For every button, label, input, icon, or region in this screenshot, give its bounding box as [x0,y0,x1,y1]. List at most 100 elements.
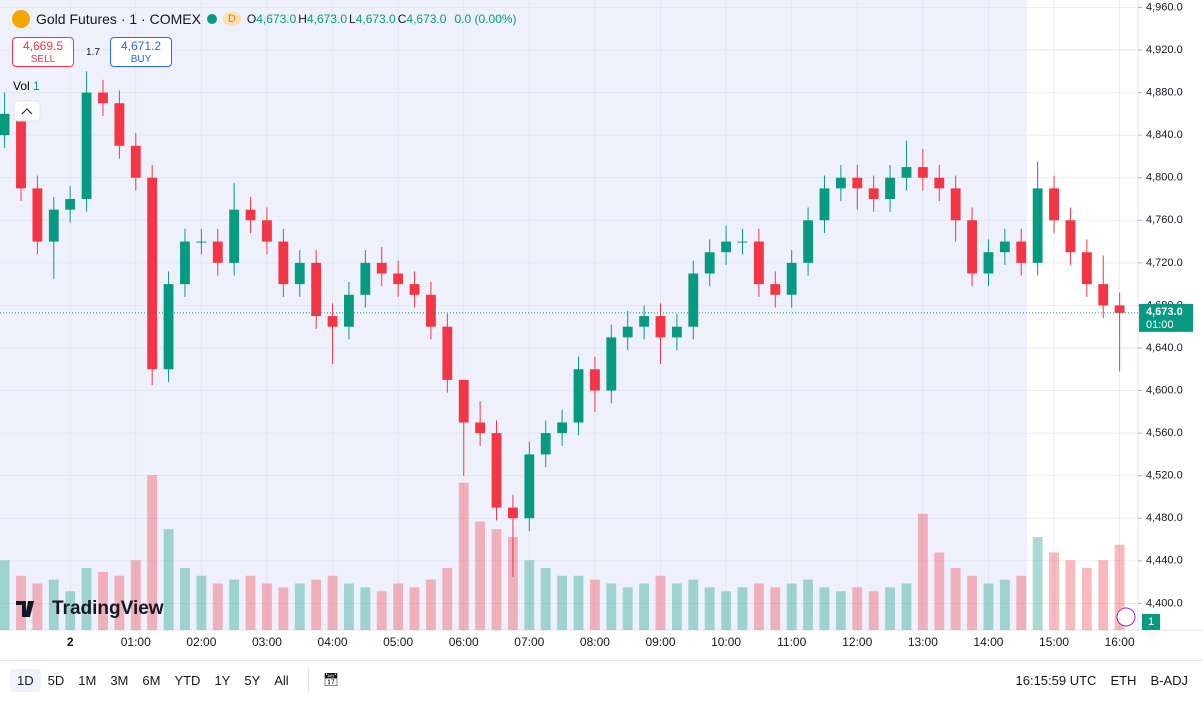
collapse-button[interactable] [13,100,41,122]
candle-body [885,177,895,200]
candle-body [442,326,453,380]
volume-bar [376,591,387,630]
session-toggle[interactable]: ETH [1110,672,1137,688]
candle-body [130,145,141,178]
collapse-icon [21,108,33,115]
candle-body [98,92,108,104]
x-tick-label: 16:00 [1105,635,1135,649]
ohlc: O4,673.0 H4,673.0 L4,673.0 C4,673.0 [247,12,449,26]
range-button[interactable]: 5D [47,672,65,688]
x-tick-label: 06:00 [449,635,479,649]
session-badge: D [222,12,241,26]
y-tick-label: 4,880.0 [1146,86,1183,98]
alert-icon[interactable] [1116,607,1136,627]
volume-bar [917,513,928,630]
candle-body [16,113,26,189]
volume-bar [557,575,568,630]
volume-bar [393,583,404,630]
candle-body [327,316,338,327]
date-range-icon[interactable]: 📅︎ [307,668,347,692]
sell-price: 4,669.5 [22,39,64,53]
volume-bar [704,587,715,630]
buy-button[interactable]: 4,671.2 BUY [110,37,172,67]
x-tick-label: 08:00 [580,635,610,649]
y-tick-label: 4,400.0 [1146,597,1183,609]
volume-bar [573,575,584,630]
buy-label: BUY [130,54,152,65]
volume-bar [786,583,797,630]
volume-bar [48,579,59,630]
candle-body [1032,188,1043,263]
candle-body [475,422,486,434]
volume-bar [688,579,699,630]
volume-bar [1065,560,1076,630]
y-tick-label: 4,720.0 [1146,257,1183,269]
candle-body [967,220,977,274]
range-button[interactable]: 3M [110,672,129,688]
candle-body [196,241,207,243]
range-button[interactable]: 1M [78,672,97,688]
candle-body [606,337,617,391]
ohlc-key: H [298,12,307,26]
x-tick-label: 09:00 [645,635,675,649]
range-button[interactable]: 5Y [244,672,261,688]
range-button[interactable]: 1D [10,668,41,692]
volume-bar [606,583,617,630]
sell-button[interactable]: 4,669.5 SELL [12,37,74,67]
volume-bar [950,568,961,630]
candle-body [376,262,387,274]
range-group: 1D 5D 1M 3M 6M YTD 1Y 5Y All [0,668,296,692]
volume-bar [458,482,469,630]
volume-bar [868,591,879,630]
volume-bar [245,575,256,630]
toolbar: 1D 5D 1M 3M 6M YTD 1Y 5Y All 📅︎ 16:15:59 UTC ETH… [0,660,1203,699]
candle-body [573,369,584,423]
candle-body [393,273,404,285]
y-tick-label: 4,480.0 [1146,512,1183,524]
candle-body [163,284,174,370]
volume-bar [508,537,518,630]
range-button[interactable]: 1Y [214,672,231,688]
symbol-title[interactable]: Gold Futures · 1 · COMEX [36,11,201,27]
ohlc-value: 4,673.0 [256,12,297,26]
candle-body [655,316,666,338]
ohlc-value: 4,673.0 [355,12,396,26]
volume-bar [442,568,453,630]
volume-bar [262,583,272,630]
candle-body [753,241,764,285]
volume-bar [737,587,748,630]
candle-body [622,326,633,338]
volume-bar [540,568,551,630]
candle-body [770,284,781,295]
volume-bar [426,579,436,630]
range-button[interactable]: 6M [142,672,161,688]
volume-bar [360,587,371,630]
volume-bar [1032,537,1043,630]
volume-bar [671,583,682,630]
candle-body [114,103,125,146]
x-tick-label: 07:00 [514,635,544,649]
volume-bar [344,583,354,630]
volume-bar [819,587,830,630]
candle-body [426,294,436,327]
volume-bar [524,560,535,630]
candle-body [81,92,92,200]
clock: 16:15:59 UTC [1015,672,1097,688]
candle-body [147,177,158,370]
logo: TradingView [52,598,164,619]
candle-body [540,433,551,455]
y-tick-label: 4,560.0 [1146,427,1183,439]
range-button[interactable]: All [274,672,289,688]
ohlc-value: 4,673.0 [306,12,347,26]
range-button[interactable]: YTD [174,672,201,688]
market-dot [206,14,217,24]
volume-bar [0,560,10,630]
ohlc-key: O [246,12,257,26]
y-tick-label: 4,520.0 [1146,470,1183,482]
candle-body [704,252,715,274]
candle-body [458,379,469,423]
x-tick-label: 05:00 [383,635,413,649]
adjust-toggle[interactable]: B-ADJ [1150,672,1188,688]
candle-body [1065,220,1076,253]
candle-body [344,294,354,327]
